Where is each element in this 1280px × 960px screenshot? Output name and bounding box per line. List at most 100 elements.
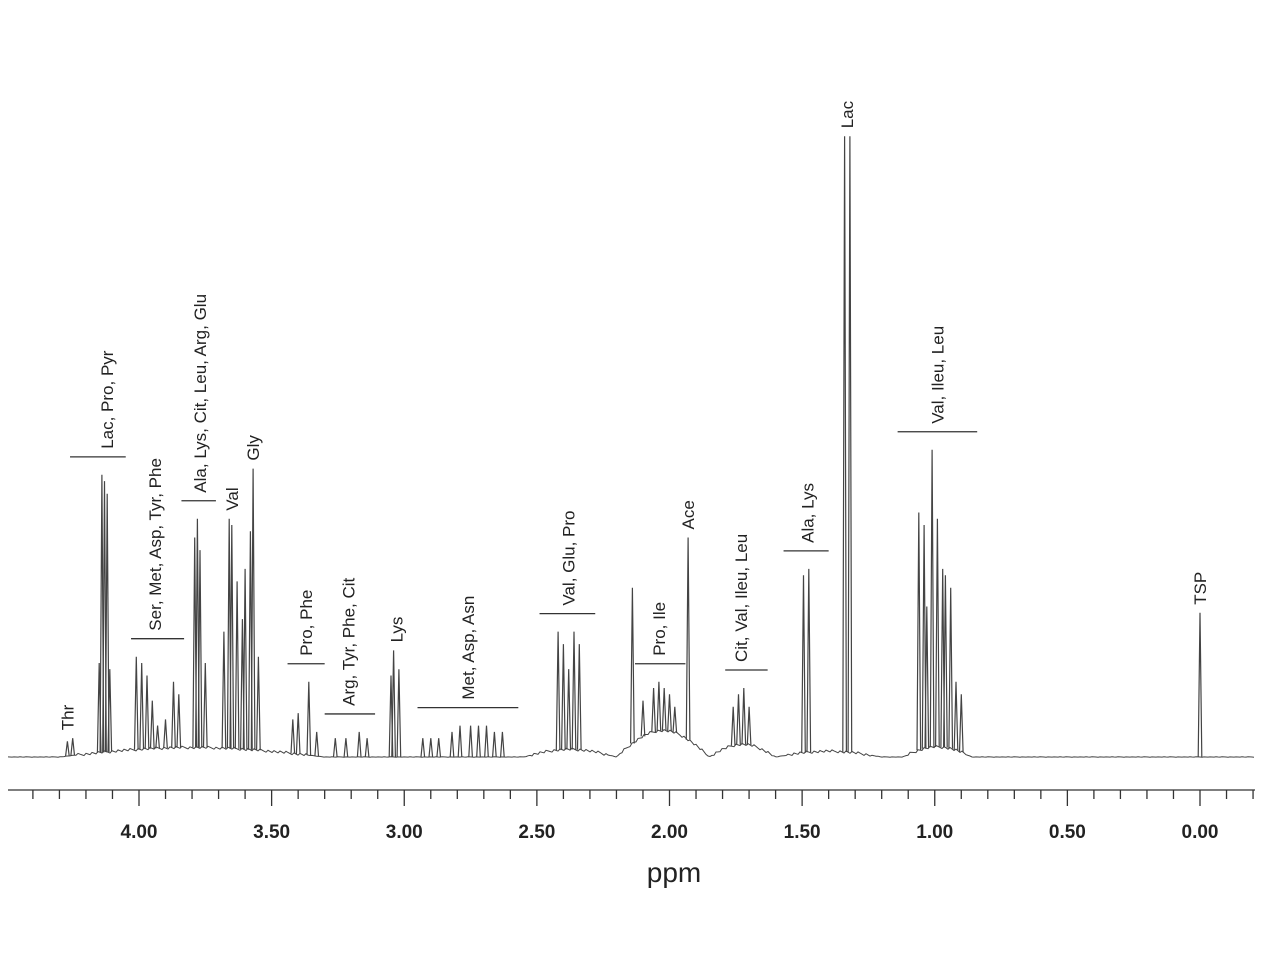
peak-annotation-label: Pro, Phe [297, 590, 316, 656]
spectrum-peak [332, 738, 338, 758]
spectrum-peak [356, 731, 362, 758]
peak-annotation-label: Lac [838, 100, 857, 128]
spectrum-peak [176, 694, 182, 748]
peak-annotation-label: Ser, Met, Asp, Tyr, Phe [146, 458, 165, 631]
peak-annotation-label: Arg, Tyr, Phe, Cit [340, 577, 359, 705]
spectrum-peak [391, 650, 396, 758]
peak-annotation-label: Met, Asp, Asn [459, 596, 478, 700]
spectrum-peak [921, 524, 927, 749]
x-tick-label: 4.00 [121, 822, 158, 843]
spectrum-peak [746, 706, 752, 746]
spectrum-peak [943, 575, 948, 748]
spectrum-peak [661, 687, 667, 731]
spectrum-trace-layer [7, 136, 1255, 758]
spectrum-peak [449, 731, 455, 758]
spectrum-peak [640, 700, 646, 737]
peak-annotation-label: Cit, Val, Ileu, Leu [732, 534, 751, 662]
spectrum-peak [924, 606, 930, 749]
spectrum-peak [476, 725, 481, 758]
spectrum-peak [234, 581, 240, 749]
spectrum-peak [929, 449, 935, 748]
spectrum-peak [916, 512, 922, 751]
peak-annotation-label: Ala, Lys, Cit, Leu, Arg, Glu [191, 294, 210, 493]
spectrum-peak [555, 631, 561, 751]
spectrum-peak [70, 738, 76, 756]
x-tick-label: 0.00 [1182, 822, 1219, 843]
spectrum-peak [171, 681, 176, 748]
peak-annotation-label: Ace [679, 500, 698, 529]
x-tick-label: 1.50 [784, 822, 821, 843]
spectrum-peak [144, 675, 150, 749]
x-tick-label: 3.50 [253, 822, 290, 843]
spectrum-peak [65, 741, 70, 757]
spectrum-peak [484, 725, 489, 758]
peak-annotation-label: TSP [1191, 572, 1210, 605]
peak-annotation-label: Gly [244, 435, 263, 461]
spectrum-peak [685, 537, 691, 740]
spectrum-peak [935, 518, 940, 748]
peak-annotation-label: Ala, Lys [798, 483, 817, 543]
spectrum-peak [1197, 612, 1203, 758]
spectrum-peak [242, 568, 248, 750]
spectrum-peak [806, 568, 812, 753]
spectrum-peak [155, 725, 160, 749]
spectrum-peak [672, 706, 678, 733]
x-tick-label: 1.00 [916, 822, 953, 843]
spectrum-peak [295, 713, 301, 755]
x-tick-label: 2.50 [518, 822, 555, 843]
peak-annotation-label: Thr [58, 704, 77, 730]
peak-annotation-label: Lac, Pro, Pyr [98, 350, 117, 449]
spectrum-peak [948, 587, 954, 749]
spectrum-peak [741, 687, 747, 745]
spectrum-peak [256, 656, 261, 751]
x-axis: 4.00 3.50 3.00 2.50 2.00 1.50 1.00 0.50 0.00 [8, 789, 1255, 843]
spectrum-peak [667, 694, 672, 732]
peak-annotations: Thr Lac, Pro, Pyr Ser, Met, Asp, Tyr, Phe A… [58, 100, 1210, 730]
spectrum-peak [457, 725, 463, 758]
spectrum-peak [364, 738, 370, 758]
spectrum-peak [314, 731, 320, 757]
spectrum-peak [847, 136, 853, 753]
spectrum-peak [428, 738, 434, 758]
spectrum-peak [630, 587, 635, 744]
peak-annotation-label: Lys [387, 617, 406, 643]
spectrum-peak [958, 694, 964, 753]
spectrum-peak [561, 644, 566, 750]
spectrum-peak [149, 700, 155, 749]
spectrum-peak [420, 738, 426, 758]
spectrum-peak [468, 725, 473, 758]
spectrum-peak [343, 738, 349, 758]
spectrum-peak [396, 669, 402, 758]
spectrum-peak [842, 136, 847, 753]
spectrum-peak [953, 681, 959, 751]
peak-annotation-label: Pro, Ile [650, 602, 669, 656]
spectrum-peak [571, 631, 577, 750]
spectrum-peak [107, 669, 113, 752]
spectrum-peak [651, 687, 656, 733]
spectrum-peak [250, 468, 256, 750]
spectrum-peak [801, 575, 806, 753]
spectrum-peak [139, 662, 145, 750]
spectrum-peak [436, 738, 442, 758]
x-axis-title: ppm [647, 857, 701, 888]
x-tick-label: 0.50 [1049, 822, 1086, 843]
peak-annotation-label: Val, Glu, Pro [560, 510, 579, 605]
spectrum-peak [736, 694, 741, 745]
peak-annotation-label: Val, Ileu, Leu [928, 326, 947, 424]
spectrum-peak [290, 719, 296, 754]
spectrum-peak [133, 656, 139, 750]
spectrum-peak [104, 493, 110, 753]
spectrum-peak [306, 681, 312, 756]
spectrum-baseline [7, 728, 1255, 758]
spectrum-peak [656, 681, 662, 731]
spectrum-peak [197, 550, 203, 748]
spectrum-peak [492, 731, 497, 758]
x-tick-label: 3.00 [386, 822, 423, 843]
spectrum-peak [566, 669, 572, 750]
peak-annotation-label: Val [223, 487, 242, 510]
spectrum-peak [500, 731, 505, 758]
spectrum-peak [163, 719, 168, 749]
spectrum-peak [202, 662, 208, 748]
spectrum-peak [221, 631, 227, 749]
